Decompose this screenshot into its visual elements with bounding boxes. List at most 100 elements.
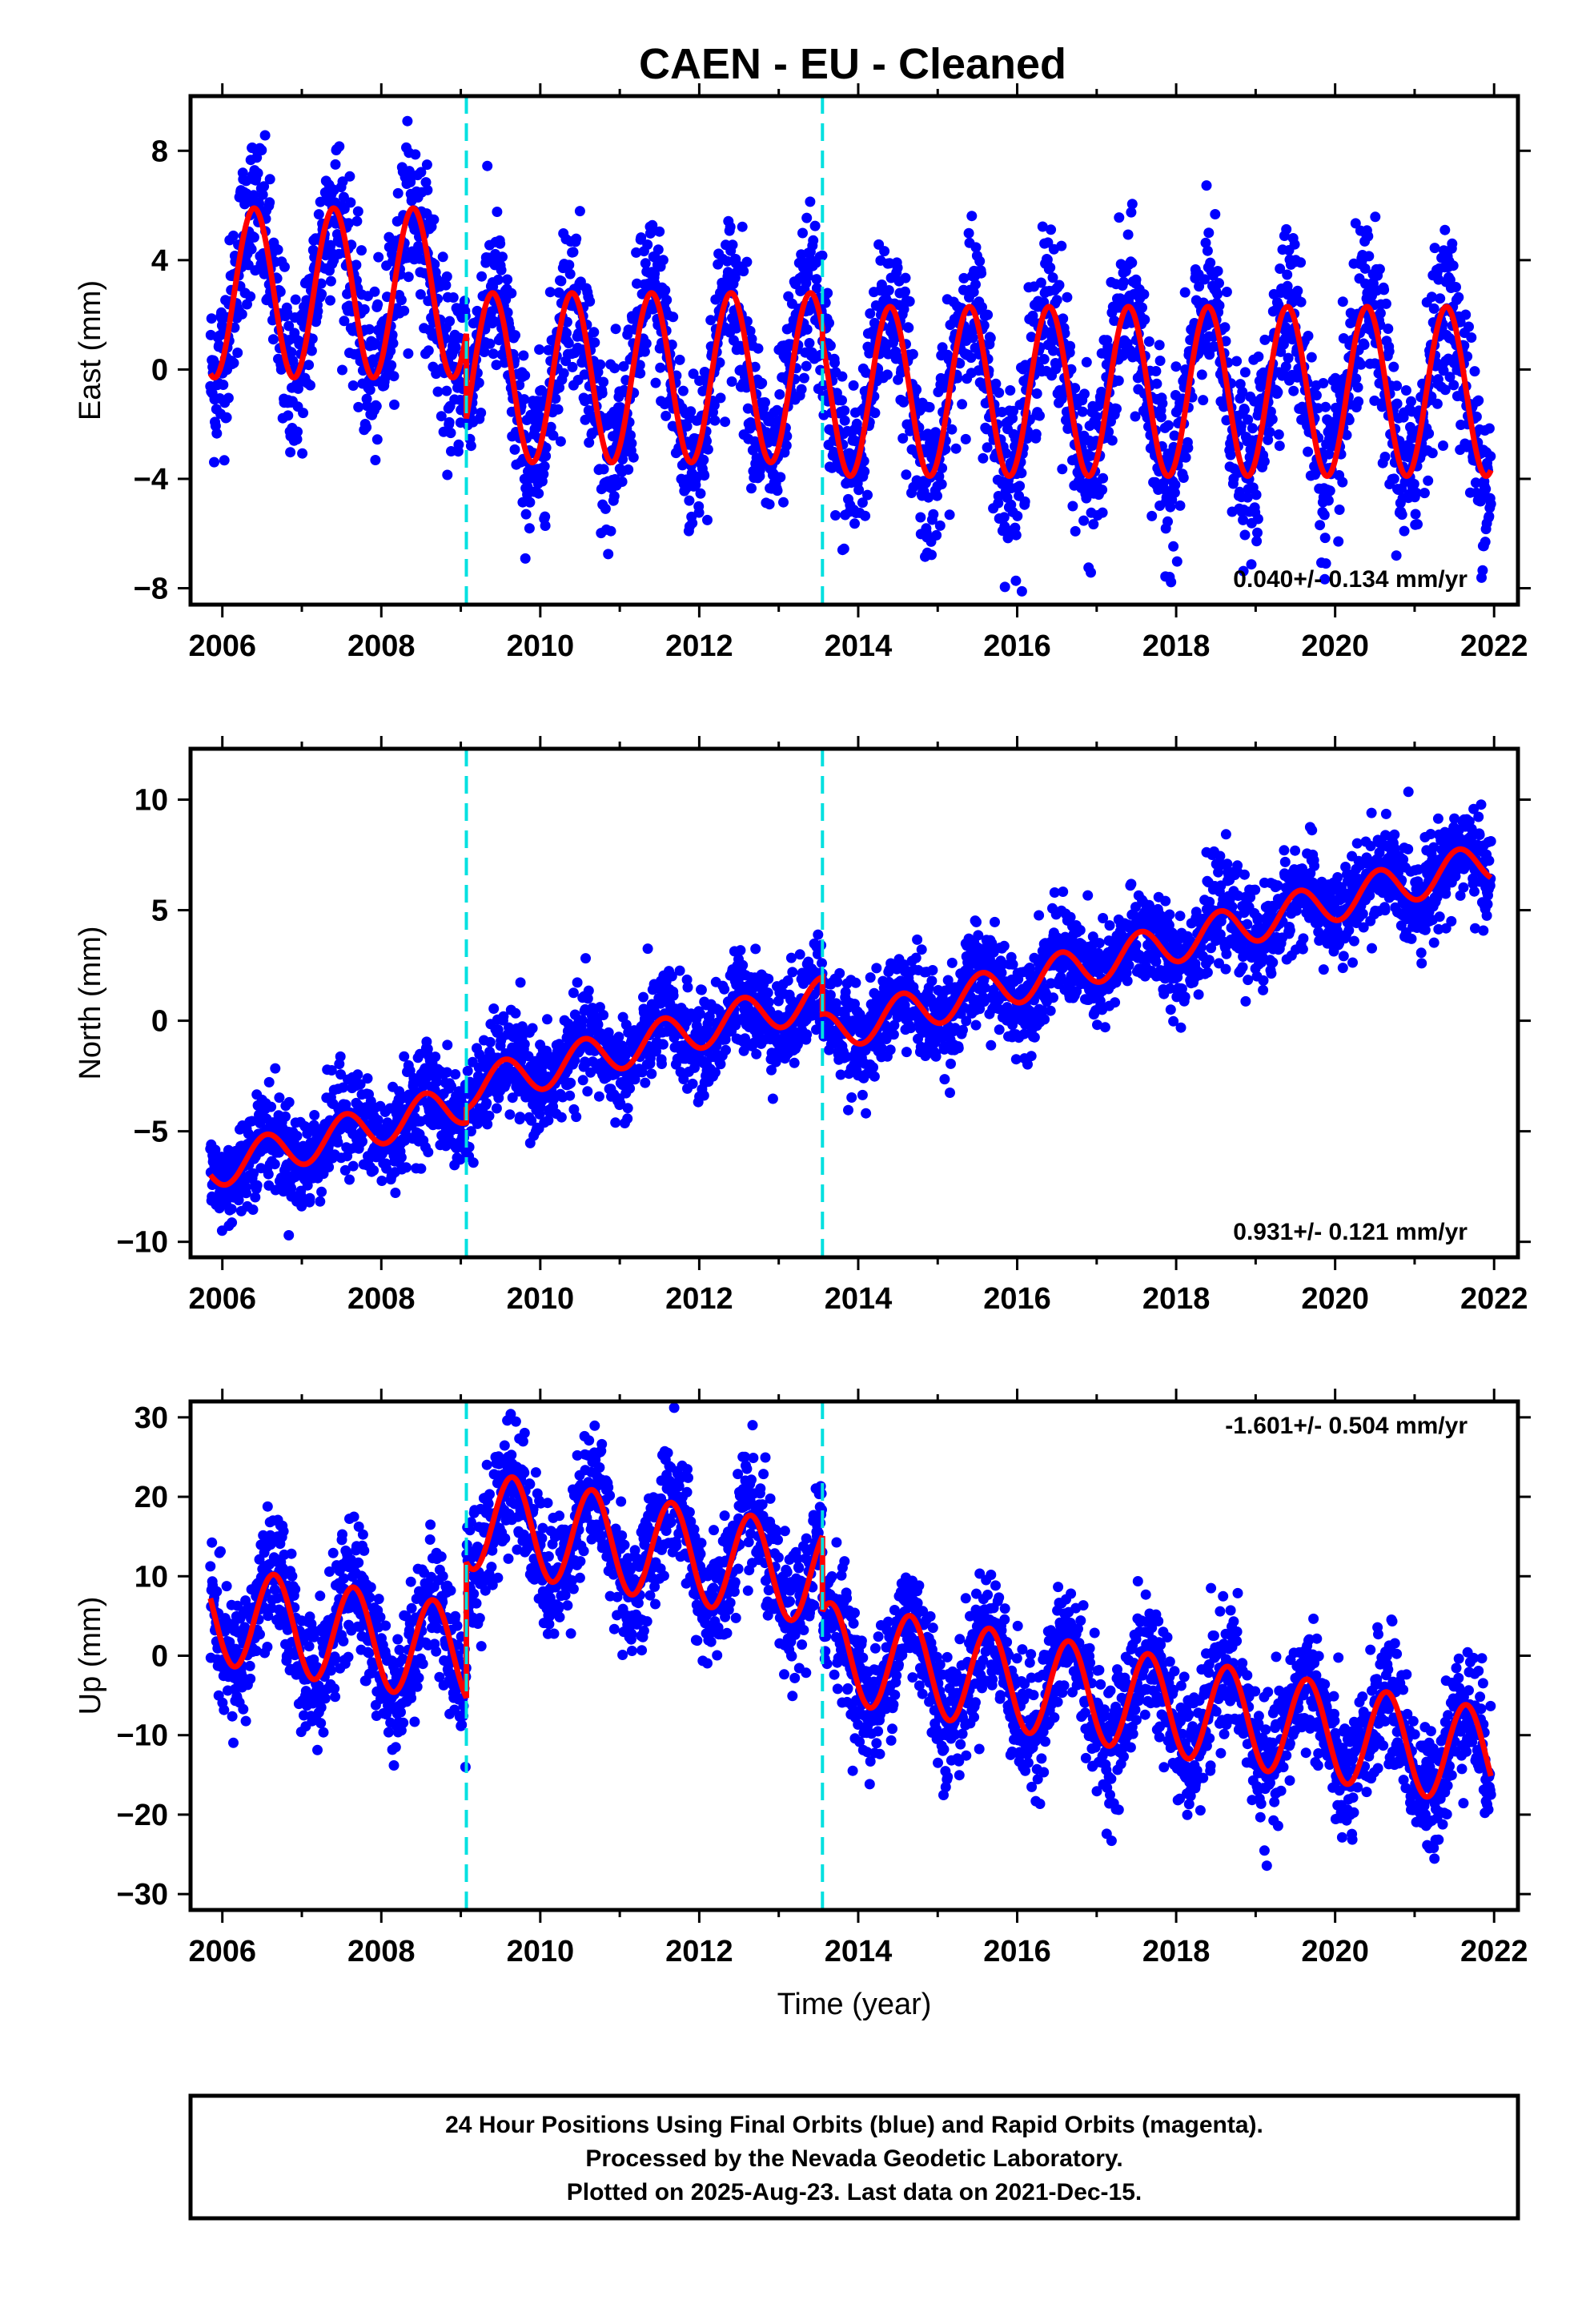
data-point — [1359, 263, 1371, 274]
y-tick-label: −4 — [134, 463, 168, 497]
data-point — [479, 347, 490, 357]
data-point — [1444, 275, 1456, 285]
data-point — [492, 207, 503, 217]
data-point — [745, 417, 757, 428]
x-tick-label: 2016 — [983, 629, 1051, 663]
data-point — [520, 553, 531, 564]
data-point — [362, 1073, 373, 1084]
data-point — [520, 509, 532, 520]
data-point — [564, 268, 576, 279]
data-point — [603, 549, 614, 560]
data-point — [1239, 529, 1251, 541]
data-point — [580, 953, 591, 964]
data-point — [1391, 398, 1403, 409]
data-point — [338, 1082, 348, 1093]
data-point — [1333, 536, 1344, 547]
data-point — [399, 1051, 410, 1062]
data-point — [605, 525, 616, 537]
data-point — [392, 187, 404, 199]
data-point — [1319, 533, 1331, 544]
data-point — [356, 245, 367, 256]
data-point — [688, 368, 699, 380]
data-point — [966, 211, 978, 222]
data-point — [1001, 448, 1012, 459]
data-point — [304, 1192, 315, 1204]
data-point — [492, 274, 504, 285]
data-point — [1399, 525, 1410, 537]
data-point — [698, 1090, 709, 1101]
data-point — [428, 214, 440, 225]
data-point — [441, 385, 452, 396]
data-point — [1341, 429, 1352, 440]
data-point — [1143, 336, 1154, 347]
data-point — [610, 1117, 621, 1128]
data-point — [540, 511, 551, 522]
data-point — [579, 369, 590, 380]
data-point — [484, 1110, 495, 1121]
data-point — [491, 1103, 502, 1114]
data-point — [1169, 430, 1180, 441]
data-point — [1162, 516, 1173, 527]
data-point — [1106, 435, 1118, 446]
data-point — [954, 358, 966, 369]
data-point — [982, 309, 994, 320]
data-point — [1151, 378, 1162, 389]
data-point — [1065, 340, 1076, 352]
data-point — [306, 345, 317, 356]
data-point — [388, 371, 400, 382]
data-point — [1439, 384, 1451, 396]
data-point — [441, 271, 452, 282]
data-point — [1359, 340, 1370, 350]
data-point — [1042, 254, 1053, 265]
data-point — [714, 357, 725, 368]
data-point — [568, 987, 579, 999]
data-point — [473, 377, 484, 388]
data-point — [862, 489, 873, 501]
data-point — [1014, 480, 1026, 492]
data-point — [580, 414, 591, 425]
data-point — [892, 262, 903, 273]
data-point — [410, 149, 421, 160]
data-point — [798, 372, 809, 384]
data-point — [1400, 385, 1411, 396]
data-point — [764, 499, 775, 510]
data-point — [312, 306, 323, 317]
data-point — [897, 432, 909, 444]
data-point — [1473, 395, 1484, 406]
data-point — [1251, 489, 1262, 501]
data-point — [297, 448, 308, 459]
data-point — [958, 272, 970, 283]
x-tick-label: 2008 — [347, 629, 416, 663]
data-point — [399, 305, 410, 316]
data-point — [1237, 386, 1248, 397]
data-point — [781, 440, 792, 451]
data-point — [1203, 227, 1215, 239]
data-point — [1231, 356, 1243, 367]
data-point — [1383, 346, 1395, 357]
data-point — [928, 509, 939, 520]
data-point — [1275, 263, 1286, 274]
data-point — [715, 392, 726, 404]
data-point — [839, 415, 850, 426]
data-point — [352, 206, 363, 217]
data-point — [296, 1196, 307, 1207]
data-point — [343, 218, 354, 229]
data-point — [911, 384, 922, 396]
data-point — [693, 507, 705, 518]
data-point — [674, 965, 685, 976]
data-point — [966, 352, 977, 364]
data-point — [616, 476, 628, 487]
data-point — [1370, 211, 1381, 223]
data-point — [445, 428, 456, 439]
data-point — [982, 442, 993, 453]
data-point — [727, 239, 738, 251]
x-tick-label: 2006 — [188, 629, 256, 663]
data-point — [640, 338, 652, 349]
data-point — [1168, 541, 1179, 552]
data-point — [657, 1039, 669, 1050]
data-point — [545, 421, 556, 432]
data-point — [930, 427, 942, 438]
data-point — [1171, 556, 1182, 567]
data-point — [1212, 288, 1223, 300]
data-point — [1350, 218, 1361, 229]
